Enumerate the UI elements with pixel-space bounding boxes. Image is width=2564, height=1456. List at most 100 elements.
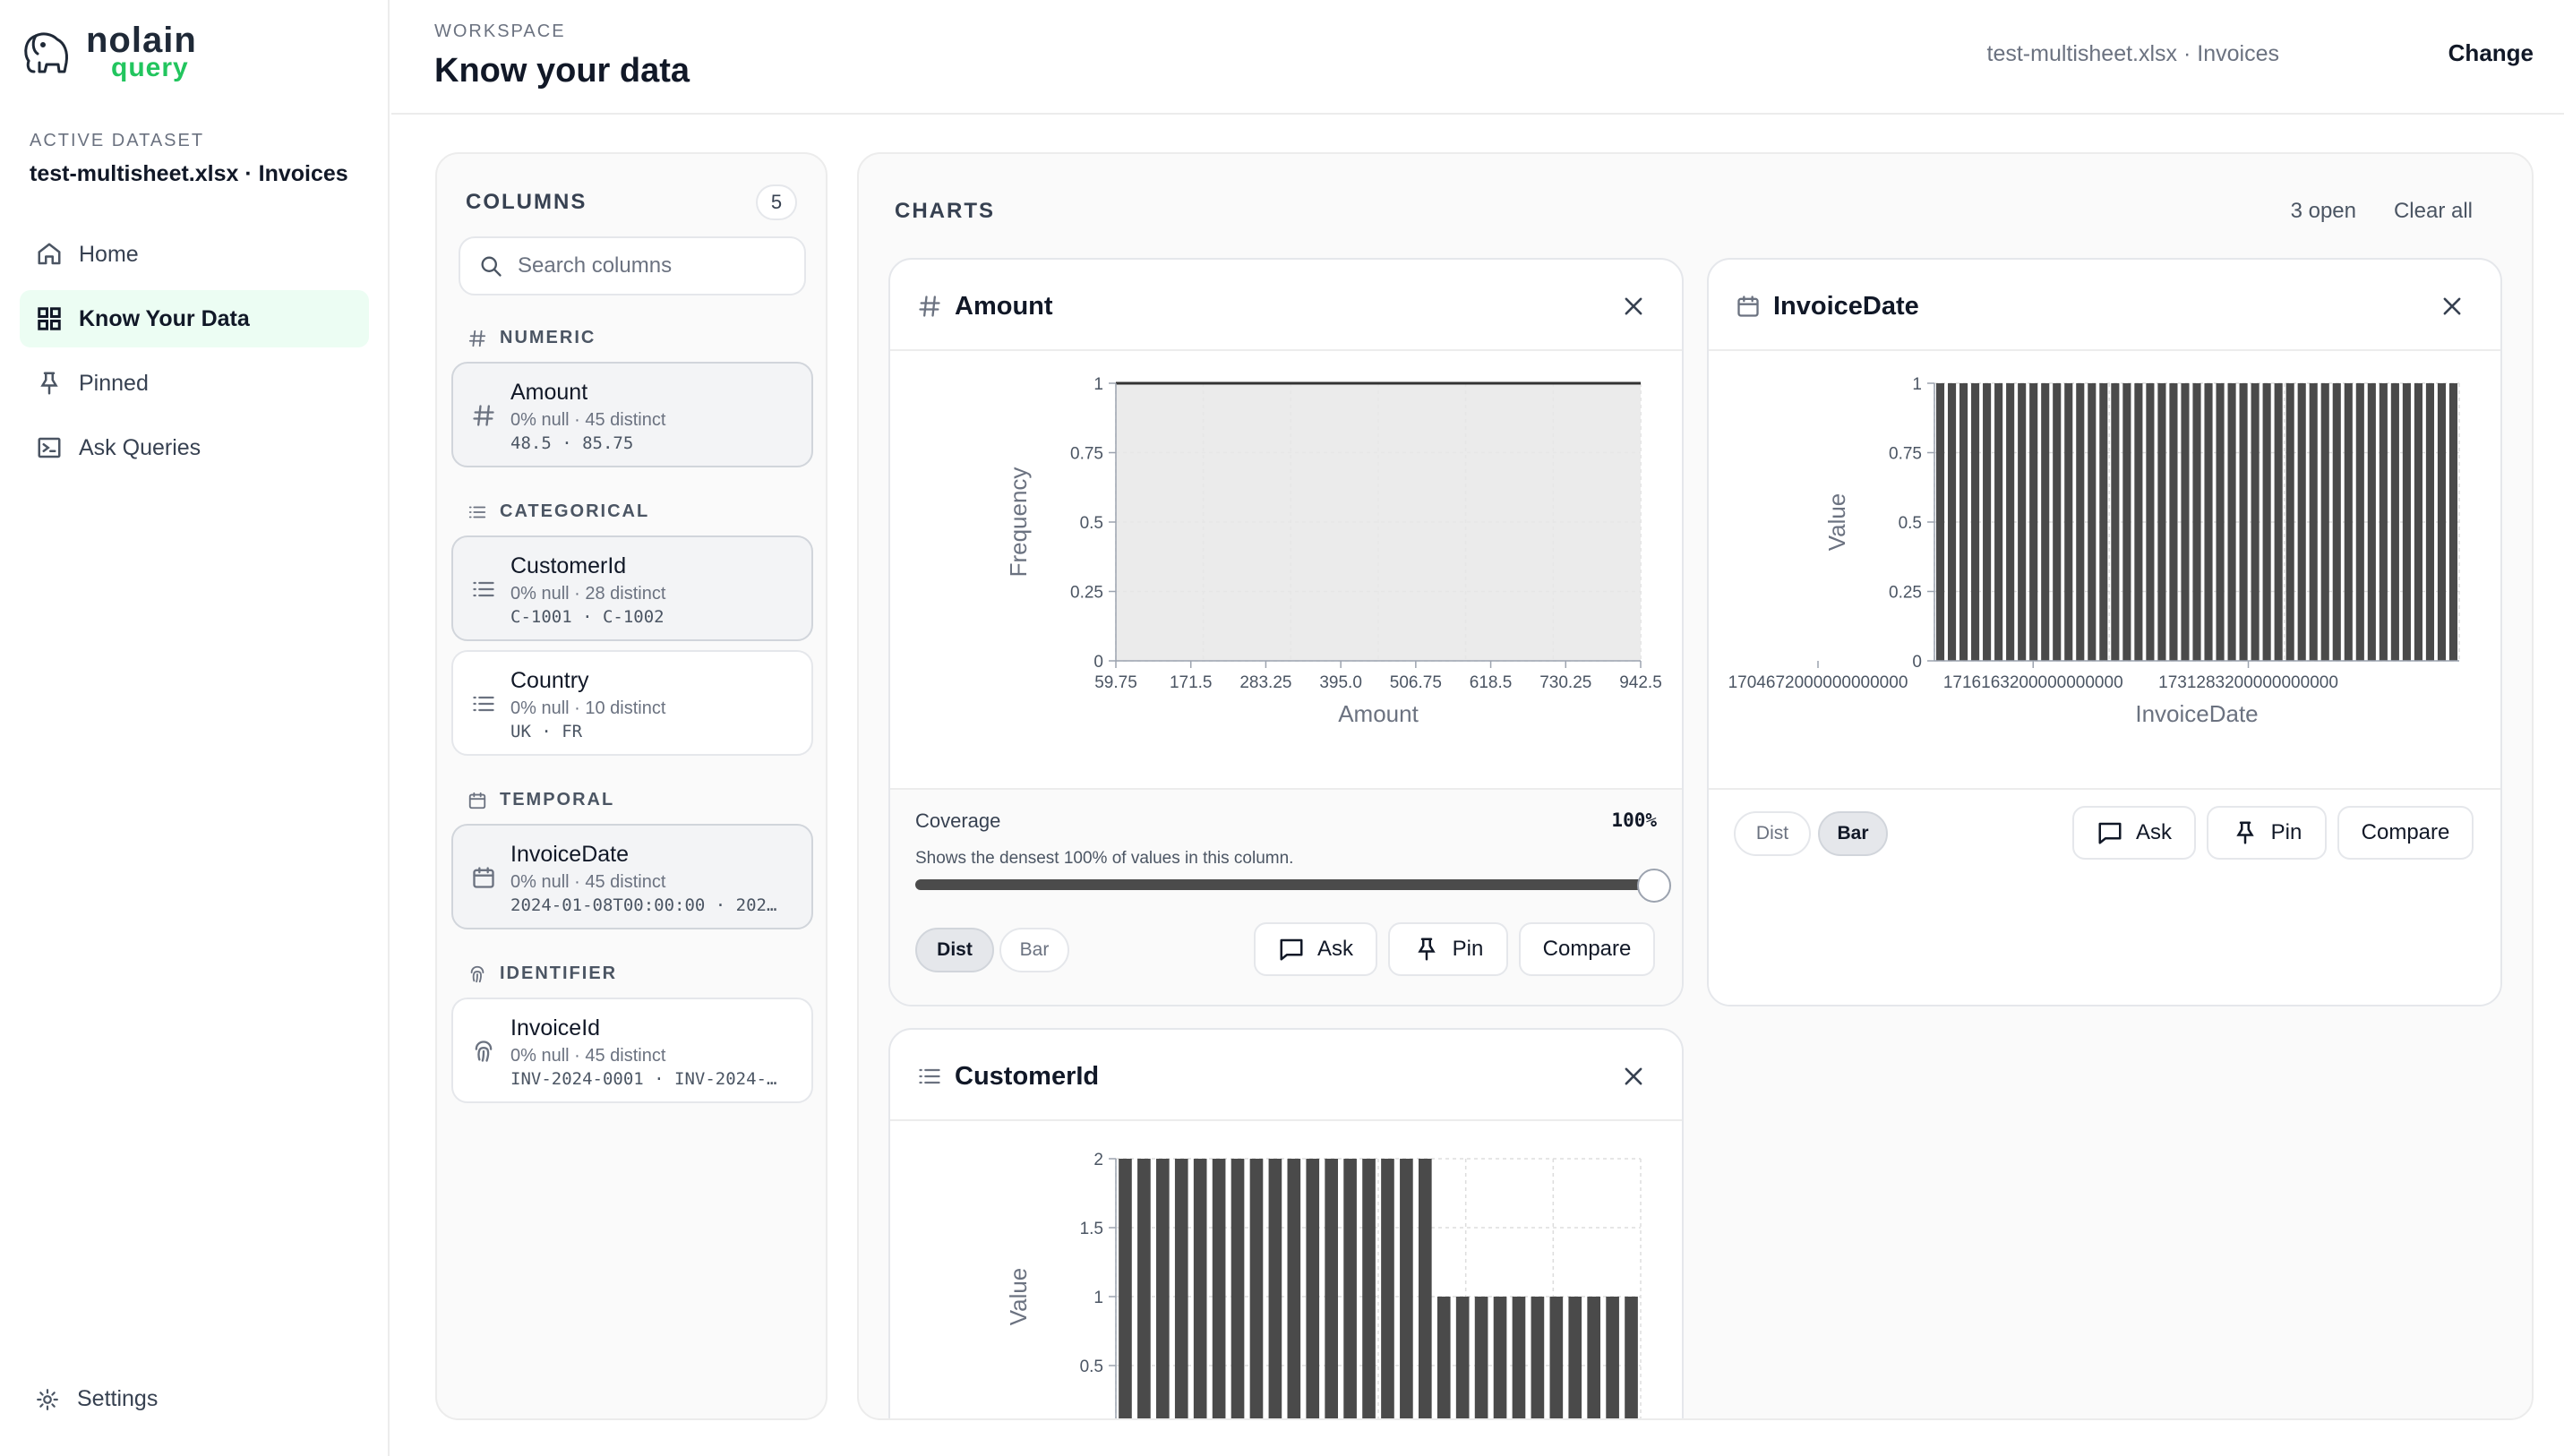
coverage-slider-thumb[interactable] (1637, 869, 1671, 903)
column-card-customerid[interactable]: CustomerId 0% null · 28 distinct C-1001 … (451, 535, 813, 641)
bar (2006, 383, 2015, 661)
dist-toggle[interactable]: Dist (1734, 811, 1811, 856)
y-tick-label: 0.5 (1899, 514, 1922, 533)
bar (2192, 383, 2201, 661)
sidebar-item-ask-queries[interactable]: Ask Queries (20, 419, 369, 476)
bar (1212, 1159, 1226, 1418)
bar (2251, 383, 2260, 661)
column-card-country[interactable]: Country 0% null · 10 distinct UK · FR (451, 650, 813, 756)
pin-label: Pin (2270, 820, 2302, 844)
coverage-description: Shows the densest 100% of values in this… (915, 849, 1294, 868)
bar (1155, 1159, 1170, 1418)
logo[interactable]: nolain query (20, 22, 197, 82)
columns-panel: COLUMNS 5 NUMERIC Amount 0% null · 45 di… (435, 152, 828, 1420)
charts-panel: CHARTS 3 open Clear all Amount 0 0.25 0.5 0… (857, 152, 2534, 1420)
bar (1959, 383, 1968, 661)
x-tick-label: 171.5 (1170, 673, 1213, 692)
x-tick-label: 1716163200000000000 (1943, 673, 2123, 692)
group-identifier: IDENTIFIER (467, 964, 617, 984)
search-input[interactable] (518, 253, 786, 278)
bar (2425, 383, 2435, 661)
clear-all-button[interactable]: Clear all (2393, 199, 2473, 223)
ask-button[interactable]: Ask (1254, 922, 1377, 976)
column-card-invoiceid[interactable]: InvoiceId 0% null · 45 distinct INV-2024… (451, 998, 813, 1103)
bar (2437, 383, 2447, 661)
section-label: WORKSPACE (434, 21, 566, 41)
coverage-label: Coverage (915, 809, 1001, 832)
calendar-icon (1737, 295, 1759, 317)
column-range: INV-2024-0001 · INV-2024-… (510, 1069, 777, 1089)
x-tick-label: 942.5 (1619, 673, 1662, 692)
ask-button[interactable]: Ask (2072, 806, 2196, 860)
chart-card-invoicedate: InvoiceDate 0 0.25 0.5 0.75 1 170467200000000… (1707, 258, 2502, 1006)
column-card-amount[interactable]: Amount 0% null · 45 distinct 48.5 · 85.7… (451, 362, 813, 467)
close-icon[interactable] (1621, 1064, 1646, 1089)
bar (1400, 1159, 1413, 1418)
bar (2018, 383, 2027, 661)
bar-toggle[interactable]: Bar (999, 928, 1069, 972)
y-tick-label: 0.75 (1889, 445, 1922, 464)
column-range: 48.5 · 85.75 (510, 433, 634, 453)
sidebar-item-pinned[interactable]: Pinned (20, 355, 369, 412)
column-range: C-1001 · C-1002 (510, 607, 665, 627)
close-icon[interactable] (1621, 294, 1646, 319)
bar (2076, 383, 2085, 661)
search-icon (481, 256, 502, 277)
terminal-icon (38, 437, 61, 458)
bar (1994, 383, 2003, 661)
chart-title: Amount (955, 292, 1053, 321)
sidebar-item-home[interactable]: Home (20, 226, 369, 283)
bar (2134, 383, 2143, 661)
x-tick-label: 1704672000000000000 (1728, 673, 1908, 692)
x-tick-label: 59.75 (1094, 673, 1137, 692)
y-axis-label: Frequency (1005, 467, 1032, 578)
brand-subname: query (111, 53, 189, 82)
bar-toggle[interactable]: Bar (1818, 811, 1888, 856)
bar (2239, 383, 2248, 661)
chart-title: CustomerId (955, 1062, 1100, 1091)
active-dataset-name: test-multisheet.xlsx · Invoices (30, 161, 348, 186)
ask-label: Ask (2135, 820, 2172, 844)
sidebar-item-settings[interactable]: Settings (36, 1386, 158, 1412)
y-tick-label: 1 (1093, 1289, 1103, 1307)
bar (2111, 383, 2120, 661)
hash-icon (473, 405, 494, 426)
pin-button[interactable]: Pin (1388, 922, 1508, 976)
bar (2041, 383, 2050, 661)
column-card-invoicedate[interactable]: InvoiceDate 0% null · 45 distinct 2024-0… (451, 824, 813, 929)
column-stats: 0% null · 45 distinct (510, 1046, 666, 1066)
bar (1362, 1159, 1376, 1418)
bar (2448, 383, 2458, 661)
chart-header: Amount (890, 260, 1682, 351)
y-tick-label: 0.75 (1070, 445, 1103, 464)
list-icon (919, 1068, 940, 1084)
x-tick-label: 730.25 (1539, 673, 1591, 692)
y-tick-label: 0 (1093, 653, 1103, 672)
bar (2227, 383, 2236, 661)
chart-header: CustomerId (890, 1030, 1682, 1121)
pin-button[interactable]: Pin (2207, 806, 2327, 860)
active-dataset-label: ACTIVE DATASET (30, 131, 205, 150)
open-charts-count: 3 open (2290, 199, 2356, 223)
compare-button[interactable]: Compare (2337, 806, 2474, 860)
bar (1137, 1159, 1151, 1418)
bar (1947, 383, 1957, 661)
dist-toggle[interactable]: Dist (915, 928, 994, 972)
bar (1587, 1297, 1601, 1418)
chart-controls: Dist Bar Ask Pin Compare (1709, 788, 2500, 1005)
sidebar-item-label: Ask Queries (79, 434, 202, 460)
chart-title: InvoiceDate (1773, 292, 1919, 321)
close-icon[interactable] (2440, 294, 2465, 319)
compare-button[interactable]: Compare (1519, 922, 1655, 976)
column-name: CustomerId (510, 553, 627, 578)
change-dataset-button[interactable]: Change (2448, 39, 2534, 66)
coverage-slider-track[interactable] (915, 879, 1659, 890)
bar (2181, 383, 2190, 661)
list-icon (468, 506, 486, 518)
column-stats: 0% null · 45 distinct (510, 410, 666, 430)
search-box[interactable] (459, 236, 806, 295)
sidebar-item-know-your-data[interactable]: Know Your Data (20, 290, 369, 347)
bar (2320, 383, 2329, 661)
column-name: InvoiceDate (510, 842, 630, 867)
bar (1935, 383, 1945, 661)
